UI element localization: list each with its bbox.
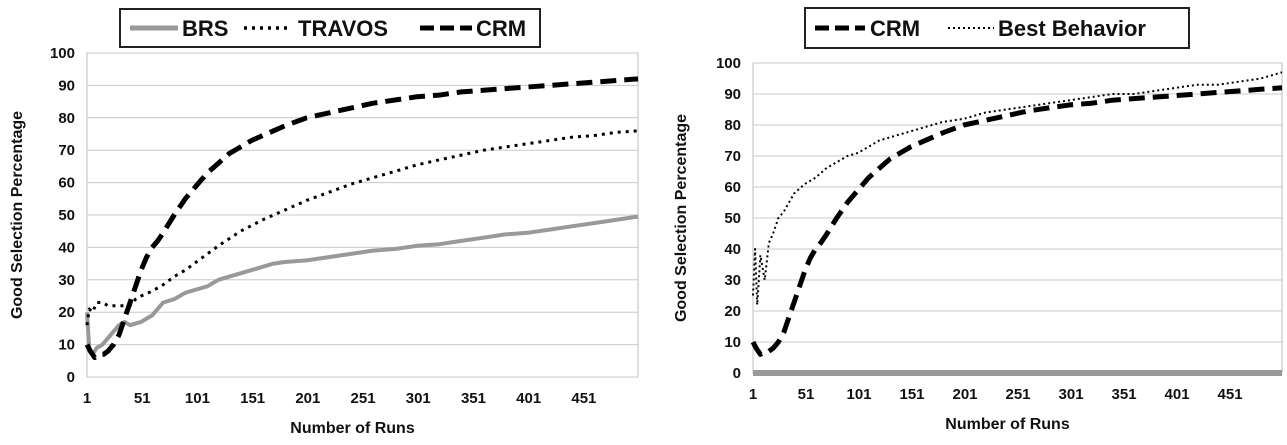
- x-tick-label: 251: [1006, 386, 1031, 403]
- series-line-brs: [85, 214, 639, 357]
- legend-label: Best Behavior: [998, 16, 1146, 41]
- y-tick-label: 90: [58, 77, 75, 94]
- y-tick-label: 90: [724, 86, 741, 103]
- x-tick-label: 301: [406, 390, 431, 407]
- y-tick-label: 40: [724, 241, 741, 258]
- y-tick-label: 30: [58, 272, 75, 289]
- x-tick-label: 201: [295, 390, 320, 407]
- y-tick-label: 80: [724, 117, 741, 134]
- x-tick-label: 101: [185, 390, 210, 407]
- y-tick-label: 100: [50, 45, 75, 62]
- y-axis-title: Good Selection Percentage: [673, 114, 690, 322]
- x-tick-label: 151: [240, 390, 265, 407]
- y-tick-label: 0: [733, 365, 741, 382]
- y-tick-label: 100: [716, 55, 741, 72]
- y-tick-label: 70: [58, 142, 75, 159]
- y-tick-label: 50: [724, 210, 741, 227]
- x-tick-label: 51: [798, 386, 815, 403]
- legend-label: CRM: [476, 16, 526, 41]
- y-tick-label: 40: [58, 239, 75, 256]
- y-tick-label: 0: [67, 369, 75, 386]
- y-tick-label: 30: [724, 272, 741, 289]
- x-tick-label: 401: [1165, 386, 1190, 403]
- x-tick-label: 1: [83, 390, 91, 407]
- x-tick-label: 51: [134, 390, 151, 407]
- y-tick-label: 80: [58, 110, 75, 127]
- y-tick-label: 10: [58, 337, 75, 354]
- x-tick-label: 101: [846, 386, 871, 403]
- x-axis-title: Number of Runs: [945, 416, 1070, 433]
- legend-label: TRAVOS: [298, 16, 388, 41]
- y-tick-label: 10: [724, 334, 741, 351]
- x-tick-label: 451: [1218, 386, 1243, 403]
- x-tick-label: 351: [461, 390, 486, 407]
- legend-box: [804, 7, 1190, 49]
- y-axis-title: Good Selection Percentage: [9, 111, 26, 319]
- series-line-crm: [84, 76, 639, 361]
- x-tick-label: 151: [900, 386, 925, 403]
- legend-label: CRM: [870, 16, 920, 41]
- x-axis-title: Number of Runs: [290, 420, 415, 437]
- x-tick-label: 251: [351, 390, 376, 407]
- x-tick-label: 301: [1059, 386, 1084, 403]
- x-tick-label: 1: [749, 386, 757, 403]
- x-tick-label: 451: [571, 390, 596, 407]
- x-tick-label: 351: [1112, 386, 1137, 403]
- series-line-crm: [750, 85, 1283, 357]
- series-line-travos: [85, 129, 639, 326]
- y-tick-label: 70: [724, 148, 741, 165]
- legend-label: BRS: [182, 16, 228, 41]
- series-line-best-behavior: [752, 71, 1283, 306]
- y-tick-label: 20: [724, 303, 741, 320]
- y-tick-label: 50: [58, 207, 75, 224]
- y-tick-label: 60: [58, 175, 75, 192]
- x-tick-label: 401: [516, 390, 541, 407]
- y-tick-label: 20: [58, 304, 75, 321]
- x-tick-label: 201: [953, 386, 978, 403]
- y-tick-label: 60: [724, 179, 741, 196]
